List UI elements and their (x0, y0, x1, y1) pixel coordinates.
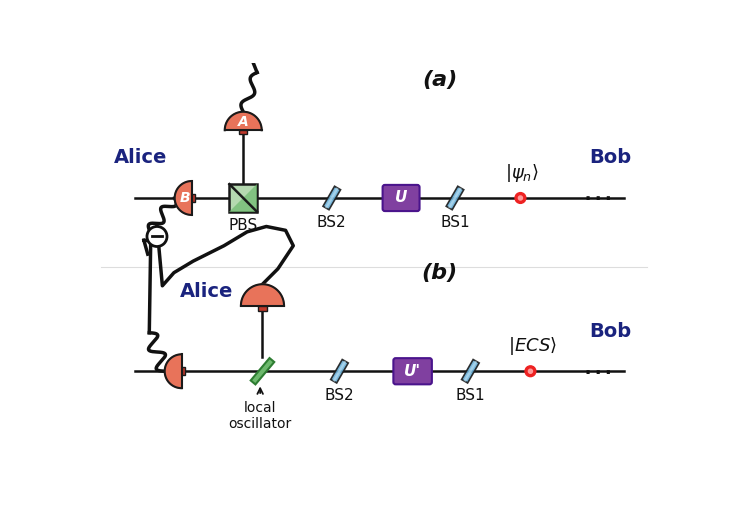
Text: BS1: BS1 (456, 388, 485, 403)
FancyBboxPatch shape (383, 185, 420, 211)
Text: BS2: BS2 (317, 214, 347, 230)
Text: U': U' (404, 364, 421, 379)
Text: (b): (b) (421, 262, 458, 282)
Polygon shape (464, 360, 477, 382)
Circle shape (518, 196, 523, 200)
Polygon shape (165, 354, 182, 388)
Polygon shape (174, 181, 192, 215)
Circle shape (147, 227, 167, 247)
Text: Alice: Alice (180, 282, 234, 301)
Text: U: U (395, 190, 407, 206)
Polygon shape (331, 359, 348, 383)
Polygon shape (323, 186, 341, 210)
Text: local
oscillator: local oscillator (228, 401, 292, 431)
FancyBboxPatch shape (393, 358, 432, 384)
Text: A: A (238, 115, 249, 130)
Text: Alice: Alice (114, 149, 167, 168)
Polygon shape (333, 360, 346, 382)
Polygon shape (325, 188, 339, 209)
Text: BS1: BS1 (440, 214, 470, 230)
Text: $\cdots$: $\cdots$ (582, 183, 611, 212)
Polygon shape (446, 186, 464, 210)
Text: BS2: BS2 (325, 388, 354, 403)
Circle shape (525, 366, 536, 377)
Bar (182, 367, 185, 375)
Polygon shape (461, 359, 479, 383)
Bar (239, 130, 247, 134)
Polygon shape (225, 112, 261, 130)
Bar (192, 194, 196, 202)
Text: Bob: Bob (589, 149, 631, 168)
Text: $|\psi_n\rangle$: $|\psi_n\rangle$ (505, 162, 539, 184)
Bar (229, 184, 257, 212)
Polygon shape (229, 184, 257, 212)
Polygon shape (448, 188, 462, 209)
Circle shape (515, 192, 526, 203)
Text: Bob: Bob (589, 321, 631, 340)
Polygon shape (250, 358, 274, 384)
Polygon shape (241, 284, 284, 306)
Bar (258, 306, 267, 310)
Text: $|ECS\rangle$: $|ECS\rangle$ (507, 335, 556, 357)
Circle shape (529, 369, 532, 373)
Text: (a): (a) (422, 70, 457, 90)
Text: PBS: PBS (228, 218, 258, 233)
Text: B: B (179, 191, 190, 205)
Text: $\cdots$: $\cdots$ (582, 357, 611, 386)
